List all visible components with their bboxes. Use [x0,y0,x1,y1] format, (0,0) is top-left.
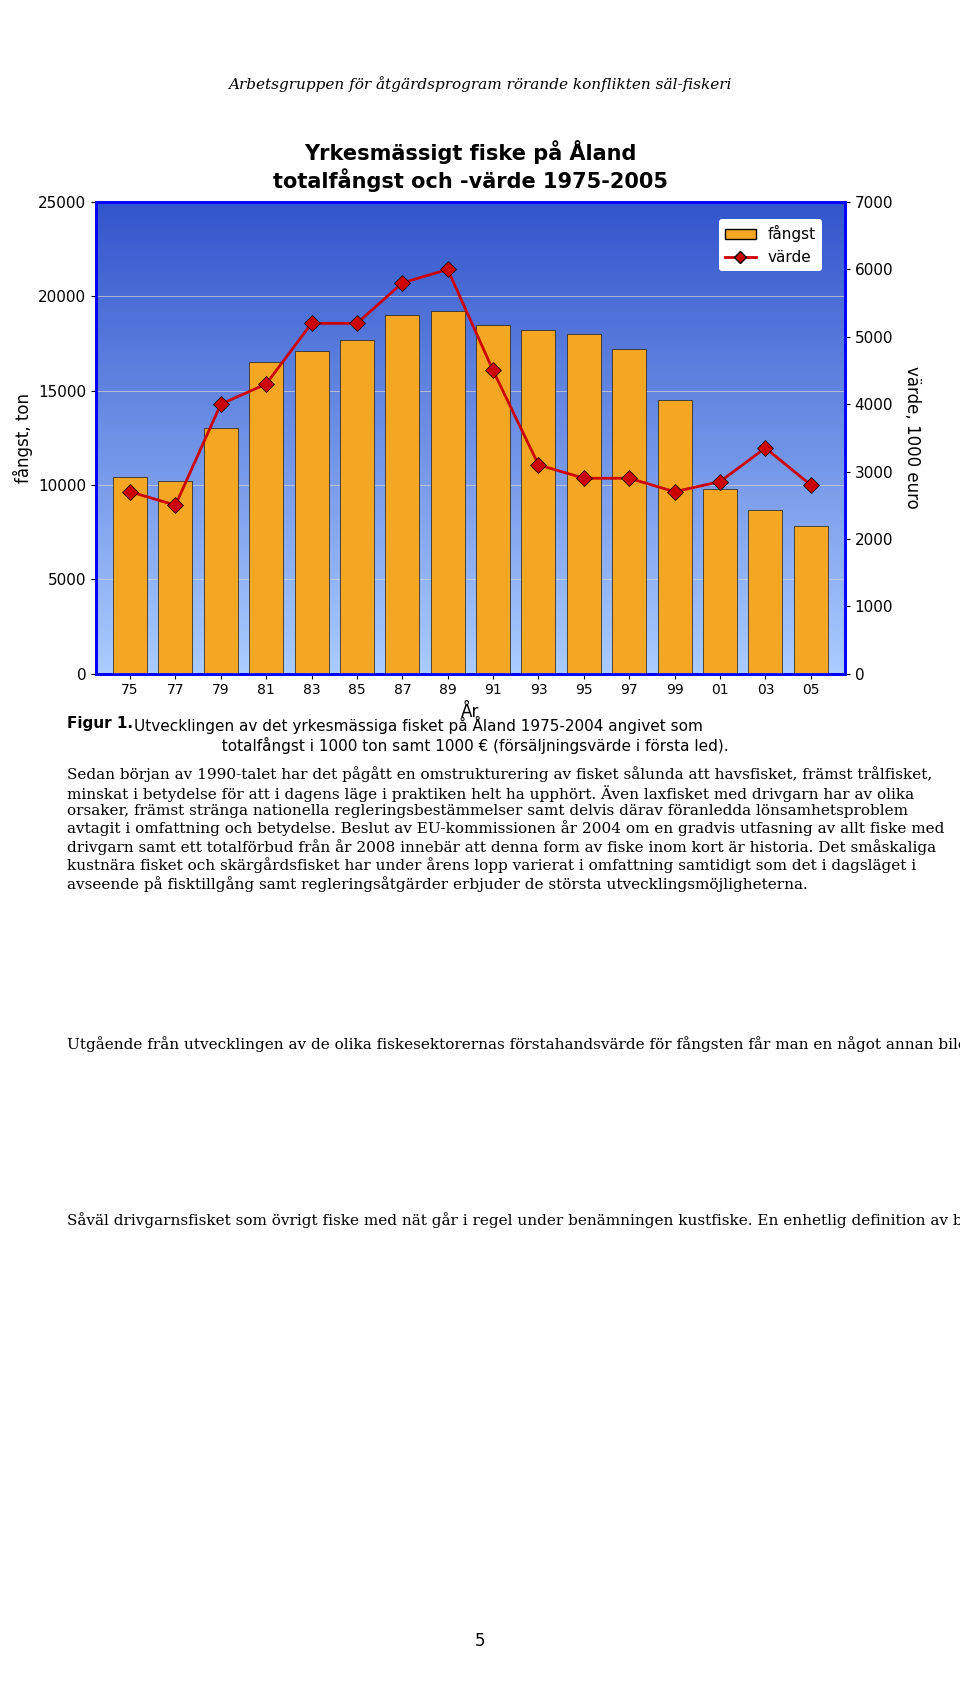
Text: Såväl drivgarnsfisket som övrigt fiske med nät går i regel under benämningen kus: Såväl drivgarnsfisket som övrigt fiske m… [67,1212,960,1228]
Bar [703,488,737,674]
Y-axis label: fångst, ton: fångst, ton [12,392,33,483]
Bar [158,482,192,674]
Text: 5: 5 [475,1632,485,1650]
Bar [521,330,556,674]
Title: Yrkesmässigt fiske på Åland
totalfångst och -värde 1975-2005: Yrkesmässigt fiske på Åland totalfångst … [273,140,668,192]
Bar [794,527,828,674]
Text: Utgående från utvecklingen av de olika fiskesektorernas förstahandsvärde för fån: Utgående från utvecklingen av de olika f… [67,1036,960,1051]
Bar [295,350,328,674]
Text: Arbetsgruppen för åtgärdsprogram rörande konflikten säl-fiskeri: Arbetsgruppen för åtgärdsprogram rörande… [228,76,732,91]
Text: Figur 1.: Figur 1. [67,716,133,731]
Bar [658,401,691,674]
X-axis label: År: År [461,702,480,721]
Bar [340,340,374,674]
Legend: fångst, värde: fångst, värde [719,219,822,271]
Text: Sedan början av 1990-talet har det pågått en omstrukturering av fisket sålunda a: Sedan början av 1990-talet har det pågåt… [67,766,945,893]
Bar [204,428,238,674]
Bar [749,510,782,674]
Text: Utvecklingen av det yrkesmässiga fisket på Åland 1975-2004 angivet som
         : Utvecklingen av det yrkesmässiga fisket … [134,716,729,753]
Bar [476,325,510,674]
Bar [612,349,646,674]
Bar [113,478,147,674]
Bar [566,333,601,674]
Bar [385,315,420,674]
Bar [431,312,465,674]
Bar [250,362,283,674]
Y-axis label: värde, 1000 euro: värde, 1000 euro [903,367,921,509]
